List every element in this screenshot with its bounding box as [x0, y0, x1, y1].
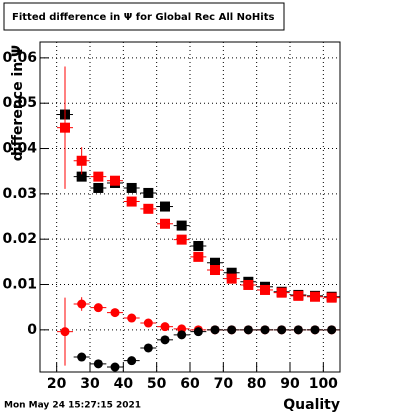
marker — [177, 330, 187, 340]
x-tick-label: 100 — [309, 376, 338, 392]
marker — [60, 122, 70, 133]
marker — [310, 291, 320, 302]
marker — [310, 325, 320, 335]
x-tick-label: 80 — [247, 376, 267, 392]
marker — [193, 251, 204, 262]
footer: Mon May 24 15:27:15 2021 — [4, 401, 141, 411]
title-box — [3, 2, 285, 31]
marker — [277, 325, 287, 335]
marker — [193, 327, 203, 337]
marker — [243, 325, 253, 335]
marker — [260, 284, 270, 295]
marker — [226, 273, 237, 284]
marker — [93, 359, 103, 369]
marker — [126, 196, 137, 207]
marker — [143, 187, 154, 198]
y-tick-label: 0.06 — [2, 50, 37, 66]
marker — [143, 203, 154, 214]
y-tick-label: 0.03 — [2, 186, 37, 202]
marker — [160, 218, 170, 229]
x-tick-label: 50 — [147, 376, 167, 392]
y-tick-label: 0.02 — [2, 231, 37, 247]
marker — [127, 313, 137, 323]
marker — [126, 182, 137, 193]
x-tick-label: 20 — [47, 376, 67, 392]
marker — [176, 220, 187, 231]
marker — [326, 292, 337, 303]
marker — [93, 182, 104, 193]
x-tick-label: 30 — [80, 376, 100, 392]
marker — [143, 318, 153, 328]
marker — [160, 335, 170, 345]
marker — [210, 325, 220, 335]
marker — [76, 171, 87, 182]
chart-title: Fitted difference in Ψ for Global Rec Al… — [12, 12, 274, 23]
marker — [127, 356, 137, 366]
marker — [276, 287, 287, 298]
y-axis-label: difference in Ψ — [10, 45, 26, 161]
x-tick-label: 40 — [114, 376, 134, 392]
y-tick-label: 0.01 — [2, 277, 37, 293]
marker — [327, 325, 337, 335]
marker — [210, 257, 220, 268]
marker — [60, 327, 70, 337]
marker — [160, 201, 170, 212]
marker — [293, 290, 304, 301]
marker — [110, 362, 120, 372]
x-tick-label: 70 — [214, 376, 234, 392]
marker — [110, 175, 120, 186]
marker — [193, 240, 204, 251]
marker — [293, 325, 303, 335]
marker — [110, 308, 120, 318]
marker — [143, 343, 153, 353]
y-tick-label: 0.04 — [2, 141, 37, 157]
marker — [77, 352, 87, 362]
x-axis-label: Quality — [283, 397, 340, 413]
marker — [176, 234, 187, 245]
marker — [243, 279, 254, 290]
y-tick-label: 0 — [27, 322, 37, 338]
marker — [77, 299, 87, 309]
marker — [260, 325, 270, 335]
x-tick-label: 60 — [180, 376, 200, 392]
marker — [76, 155, 87, 166]
x-tick-label: 90 — [280, 376, 300, 392]
marker — [93, 171, 104, 182]
marker — [93, 303, 103, 313]
marker — [160, 322, 170, 332]
marker — [226, 267, 237, 278]
marker — [210, 265, 220, 276]
y-tick-label: 0.05 — [2, 95, 37, 111]
marker — [227, 325, 237, 335]
